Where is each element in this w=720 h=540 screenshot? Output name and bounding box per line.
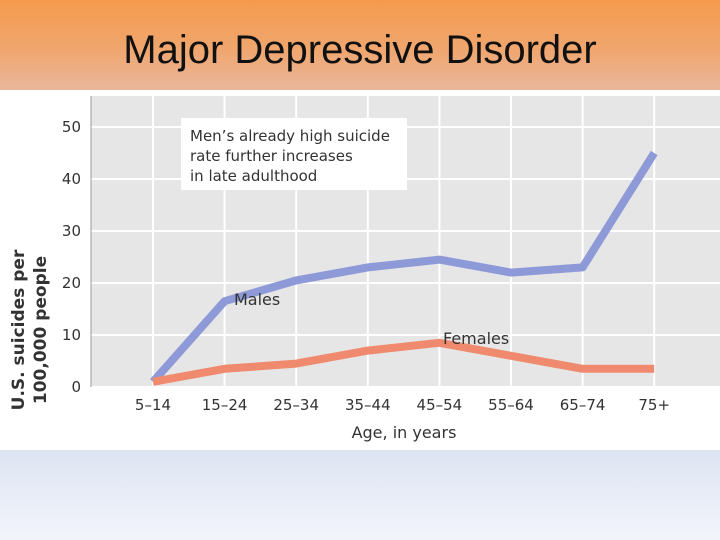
y-axis-label-line1: U.S. suicides per	[9, 249, 29, 410]
y-tick-label: 30	[62, 222, 81, 240]
annotation-line2: rate further increases	[190, 147, 353, 165]
x-tick-label: 55–64	[488, 396, 534, 414]
x-tick-label: 45–54	[417, 396, 463, 414]
x-tick-label: 35–44	[345, 396, 391, 414]
series-lines	[150, 150, 658, 386]
title-band	[0, 0, 720, 90]
annotation-line3: in late adulthood	[190, 167, 317, 185]
y-axis-label-line2: 100,000 people	[31, 256, 51, 404]
line-chart: 010203040506070 5–1415–2425–3435–4445–54…	[0, 14, 720, 450]
x-tick-label: 15–24	[202, 396, 248, 414]
y-tick-label: 10	[62, 326, 81, 344]
annotation-box	[181, 118, 407, 190]
annotation-line1: Men’s already high suicide	[190, 127, 390, 145]
y-tick-label: 50	[62, 118, 81, 136]
x-tick-label: 25–34	[273, 396, 319, 414]
x-tick-label: 75+	[638, 396, 670, 414]
series-label-females: Females	[443, 329, 509, 348]
series-label-males: Males	[234, 290, 280, 309]
slide-title: Major Depressive Disorder	[123, 28, 597, 72]
x-tick-label: 5–14	[135, 396, 171, 414]
bottom-band	[0, 450, 720, 540]
y-tick-label: 0	[71, 378, 81, 396]
males-line	[150, 150, 658, 385]
chart-container: 010203040506070 5–1415–2425–3435–4445–54…	[0, 14, 720, 450]
x-tick-labels: 5–14 15–24 25–34 35–44 45–54 55–64 65–74 75+	[135, 396, 670, 414]
y-tick-label: 40	[62, 170, 81, 188]
x-axis-label: Age, in years	[352, 423, 457, 442]
x-tick-label: 65–74	[560, 396, 606, 414]
y-tick-label: 20	[62, 274, 81, 292]
females-line	[152, 338, 655, 386]
